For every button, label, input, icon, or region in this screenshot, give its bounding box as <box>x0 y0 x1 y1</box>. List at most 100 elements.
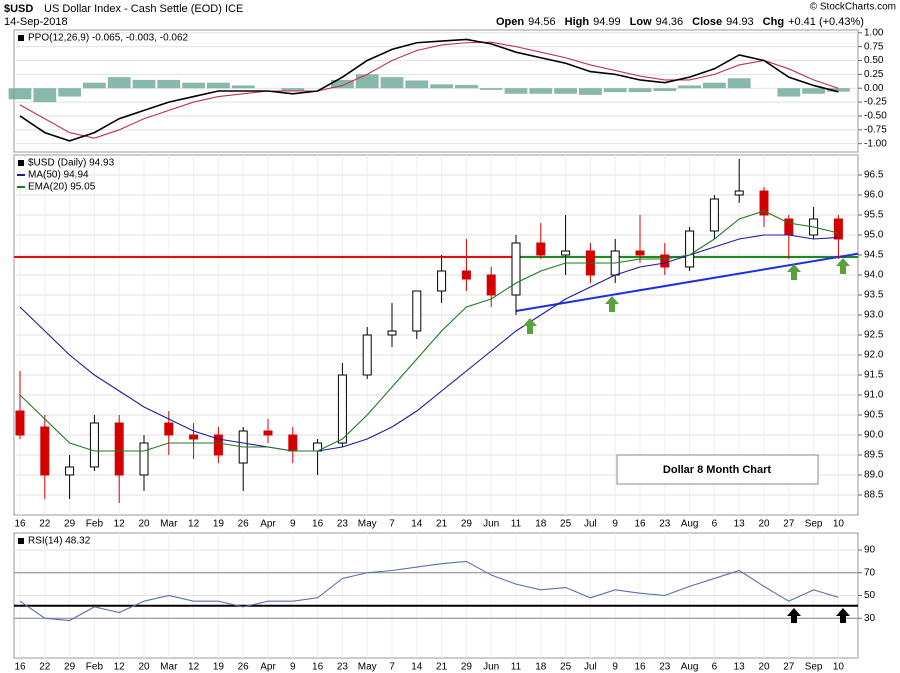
quote-value: 94.99 <box>593 16 621 28</box>
candle-body <box>734 190 744 196</box>
x-tick-label: 16 <box>634 519 646 530</box>
candle-body <box>89 422 99 468</box>
x-tick-label: 9 <box>290 662 296 673</box>
quote-value: 94.93 <box>726 16 754 28</box>
y-tick-label: 70 <box>864 567 876 578</box>
x-tick-label: 29 <box>64 519 76 530</box>
x-tick-label: 27 <box>783 519 795 530</box>
y-tick-label: 90.0 <box>864 430 884 441</box>
x-tick-label: Jun <box>483 662 499 673</box>
symbol: $USD <box>4 3 33 15</box>
histogram-bar <box>579 88 602 95</box>
histogram-bar <box>331 79 354 89</box>
arrow <box>605 296 619 312</box>
legend-label: MA(50) 94.94 <box>28 170 89 181</box>
y-tick-label: 94.5 <box>864 250 884 261</box>
histogram-bar <box>727 78 751 89</box>
histogram-bar <box>802 88 825 94</box>
histogram-bar <box>107 77 131 89</box>
histogram-bar <box>703 82 726 89</box>
candle-body <box>635 250 645 256</box>
quote-label: Open <box>496 16 524 28</box>
x-tick-label: Sep <box>805 519 823 530</box>
x-tick-label: 12 <box>114 662 126 673</box>
x-tick-label: Jul <box>584 662 597 673</box>
quote-label: Chg <box>763 16 784 28</box>
series-line <box>19 234 839 452</box>
x-tick-label: Aug <box>681 662 699 673</box>
candle-body <box>263 430 273 436</box>
x-tick-label: 29 <box>64 662 76 673</box>
y-tick-label: 89.0 <box>864 470 884 481</box>
candle-body <box>337 374 347 444</box>
y-tick-label: 0.25 <box>864 69 884 80</box>
legend-label: EMA(20) 95.05 <box>28 182 96 193</box>
y-tick-label: 0.75 <box>864 41 884 52</box>
date: 14-Sep-2018 <box>4 16 68 28</box>
x-tick-label: 11 <box>511 519 522 530</box>
histogram-bar <box>132 79 156 89</box>
panel-title: $USD (Daily) 94.93 <box>28 158 115 169</box>
histogram-bar <box>182 82 205 89</box>
x-tick-label: Sep <box>805 662 823 673</box>
x-tick-label: 9 <box>612 662 618 673</box>
y-tick-label: 93.5 <box>864 290 884 301</box>
histogram-bar <box>430 84 453 89</box>
y-tick-label: 96.0 <box>864 190 884 201</box>
arrow <box>787 608 801 623</box>
x-tick-label: Jul <box>584 519 597 530</box>
histogram-bar <box>554 88 577 94</box>
x-tick-label: 7 <box>389 519 395 530</box>
x-tick-label: 6 <box>712 662 718 673</box>
x-tick-label: 9 <box>612 519 618 530</box>
histogram-bar <box>603 88 627 93</box>
x-tick-label: 26 <box>238 662 250 673</box>
arrow <box>836 608 850 623</box>
x-tick-label: 26 <box>238 519 250 530</box>
panel-title: RSI(14) 48.32 <box>28 536 91 547</box>
candle-body <box>189 434 199 440</box>
candle-body <box>759 190 769 216</box>
y-tick-label: 95.5 <box>864 210 884 221</box>
y-tick-label: 30 <box>864 613 876 624</box>
x-tick-label: Mar <box>160 519 178 530</box>
x-tick-label: 16 <box>312 662 324 673</box>
rsi-arrows <box>787 608 850 623</box>
quote-value: +0.41 (+0.43%) <box>788 16 864 28</box>
y-tick-label: 89.5 <box>864 450 884 461</box>
x-tick-label: 27 <box>783 662 795 673</box>
histogram-bar <box>281 88 305 91</box>
candle-body <box>139 442 149 476</box>
legend-swatch <box>18 538 24 544</box>
candle-body <box>387 330 397 336</box>
candle-body <box>412 290 422 332</box>
x-tick-label: 25 <box>560 662 572 673</box>
x-tick-label: Aug <box>681 519 699 530</box>
x-tick-label: Apr <box>260 519 276 530</box>
y-tick-label: -0.75 <box>864 124 887 135</box>
quote-value: 94.56 <box>528 16 556 28</box>
x-tick-label: 23 <box>659 662 671 673</box>
x-tick-label: Feb <box>86 519 104 530</box>
histogram-bar <box>231 85 255 89</box>
arrows <box>523 258 850 334</box>
y-tick-label: 0.50 <box>864 55 884 66</box>
panel <box>13 29 859 153</box>
histogram-bar <box>380 77 404 89</box>
x-tick-label: 9 <box>290 519 296 530</box>
histogram-bar <box>58 88 81 97</box>
x-tick-label: 12 <box>188 662 200 673</box>
candle-body <box>660 254 670 268</box>
quote: Open 94.56 High 94.99 Low 94.36 Close 94.93 Chg +… <box>496 16 864 28</box>
y-tick-label: 96.5 <box>864 170 884 181</box>
histogram-bar <box>355 74 379 89</box>
candle-body <box>685 230 695 268</box>
quote-value: 94.36 <box>656 16 684 28</box>
y-tick-label: 91.5 <box>864 370 884 381</box>
arrow <box>523 318 537 334</box>
candle-body <box>536 242 546 256</box>
candle-body <box>164 422 174 436</box>
y-tick-label: 88.5 <box>864 490 884 501</box>
x-tick-label: Mar <box>160 662 178 673</box>
